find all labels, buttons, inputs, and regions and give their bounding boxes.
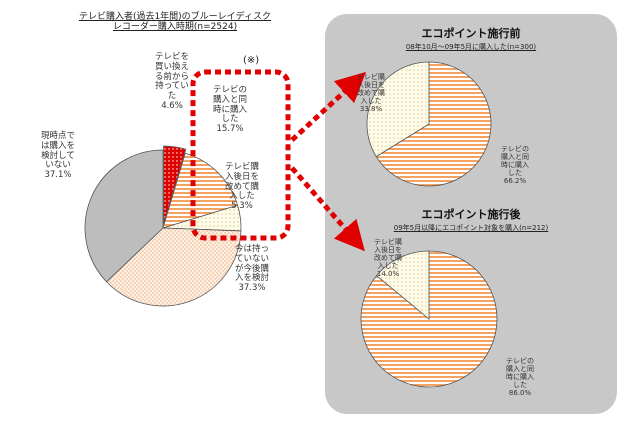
before-label-later-date: テレビ購 入後日を 改めて購 入した 33.8% xyxy=(357,73,385,114)
after-chart-title: エコポイント施行後 xyxy=(421,208,521,221)
slice-label-later-date: テレビ購 入後日を 改めて購 入した 5.3% xyxy=(224,162,259,212)
pie-slice-5 xyxy=(84,149,164,283)
slice-label-same-time: テレビの 購入と同 時に購入 した 15.7% xyxy=(212,85,247,135)
pie-slice-1 xyxy=(360,250,498,388)
pie-slice-2 xyxy=(366,61,430,158)
arrow-to-before xyxy=(290,71,367,142)
before-chart-caption: 08年10月～09年5月に購入した(n=300) xyxy=(405,43,537,51)
slice-label-owned-before: テレビを 買い換え る前から 持っていた 4.6% xyxy=(154,52,189,111)
pie-slice-1 xyxy=(375,61,492,187)
after-label-same-time: テレビの 購入と同 時に購入 した 86.0% xyxy=(506,357,534,398)
pie-slice-2 xyxy=(162,152,239,229)
main-pie-chart xyxy=(84,145,242,307)
before-label-same-time: テレビの 購入と同 時に購入 した 66.2% xyxy=(501,145,529,186)
after-label-later-date: テレビ購 入後日を 改めて購 入した 14.0% xyxy=(374,238,402,279)
slice-label-not-considering: 現時点で は購入を 検討して いない 37.1% xyxy=(40,131,75,181)
after-ecopoint-pie-chart xyxy=(360,250,498,388)
before-chart-title: エコポイント施行前 xyxy=(421,27,521,40)
callout-mark: (※) xyxy=(243,55,260,66)
pie-slice-2 xyxy=(376,250,430,320)
pie-slice-1 xyxy=(163,145,187,225)
arrow-to-after xyxy=(290,166,365,252)
main-title-line-1: テレビ購入者(過去1年間)のブルーレイディスク xyxy=(78,12,272,22)
main-chart-title: テレビ購入者(過去1年間)のブルーレイディスク レコーダー購入時期(n=2524… xyxy=(50,12,300,33)
after-chart-caption: 09年5月以降にエコポイント対象を購入(n=212) xyxy=(393,224,549,232)
slice-label-considering: 今は持っ ていない が今後購 入を検討 37.3% xyxy=(234,244,269,294)
highlight-dashed-box xyxy=(190,69,291,241)
before-ecopoint-pie-chart xyxy=(366,61,492,187)
pie-slice-4 xyxy=(105,227,242,307)
main-title-line-2: レコーダー購入時期(n=2524) xyxy=(112,22,238,33)
